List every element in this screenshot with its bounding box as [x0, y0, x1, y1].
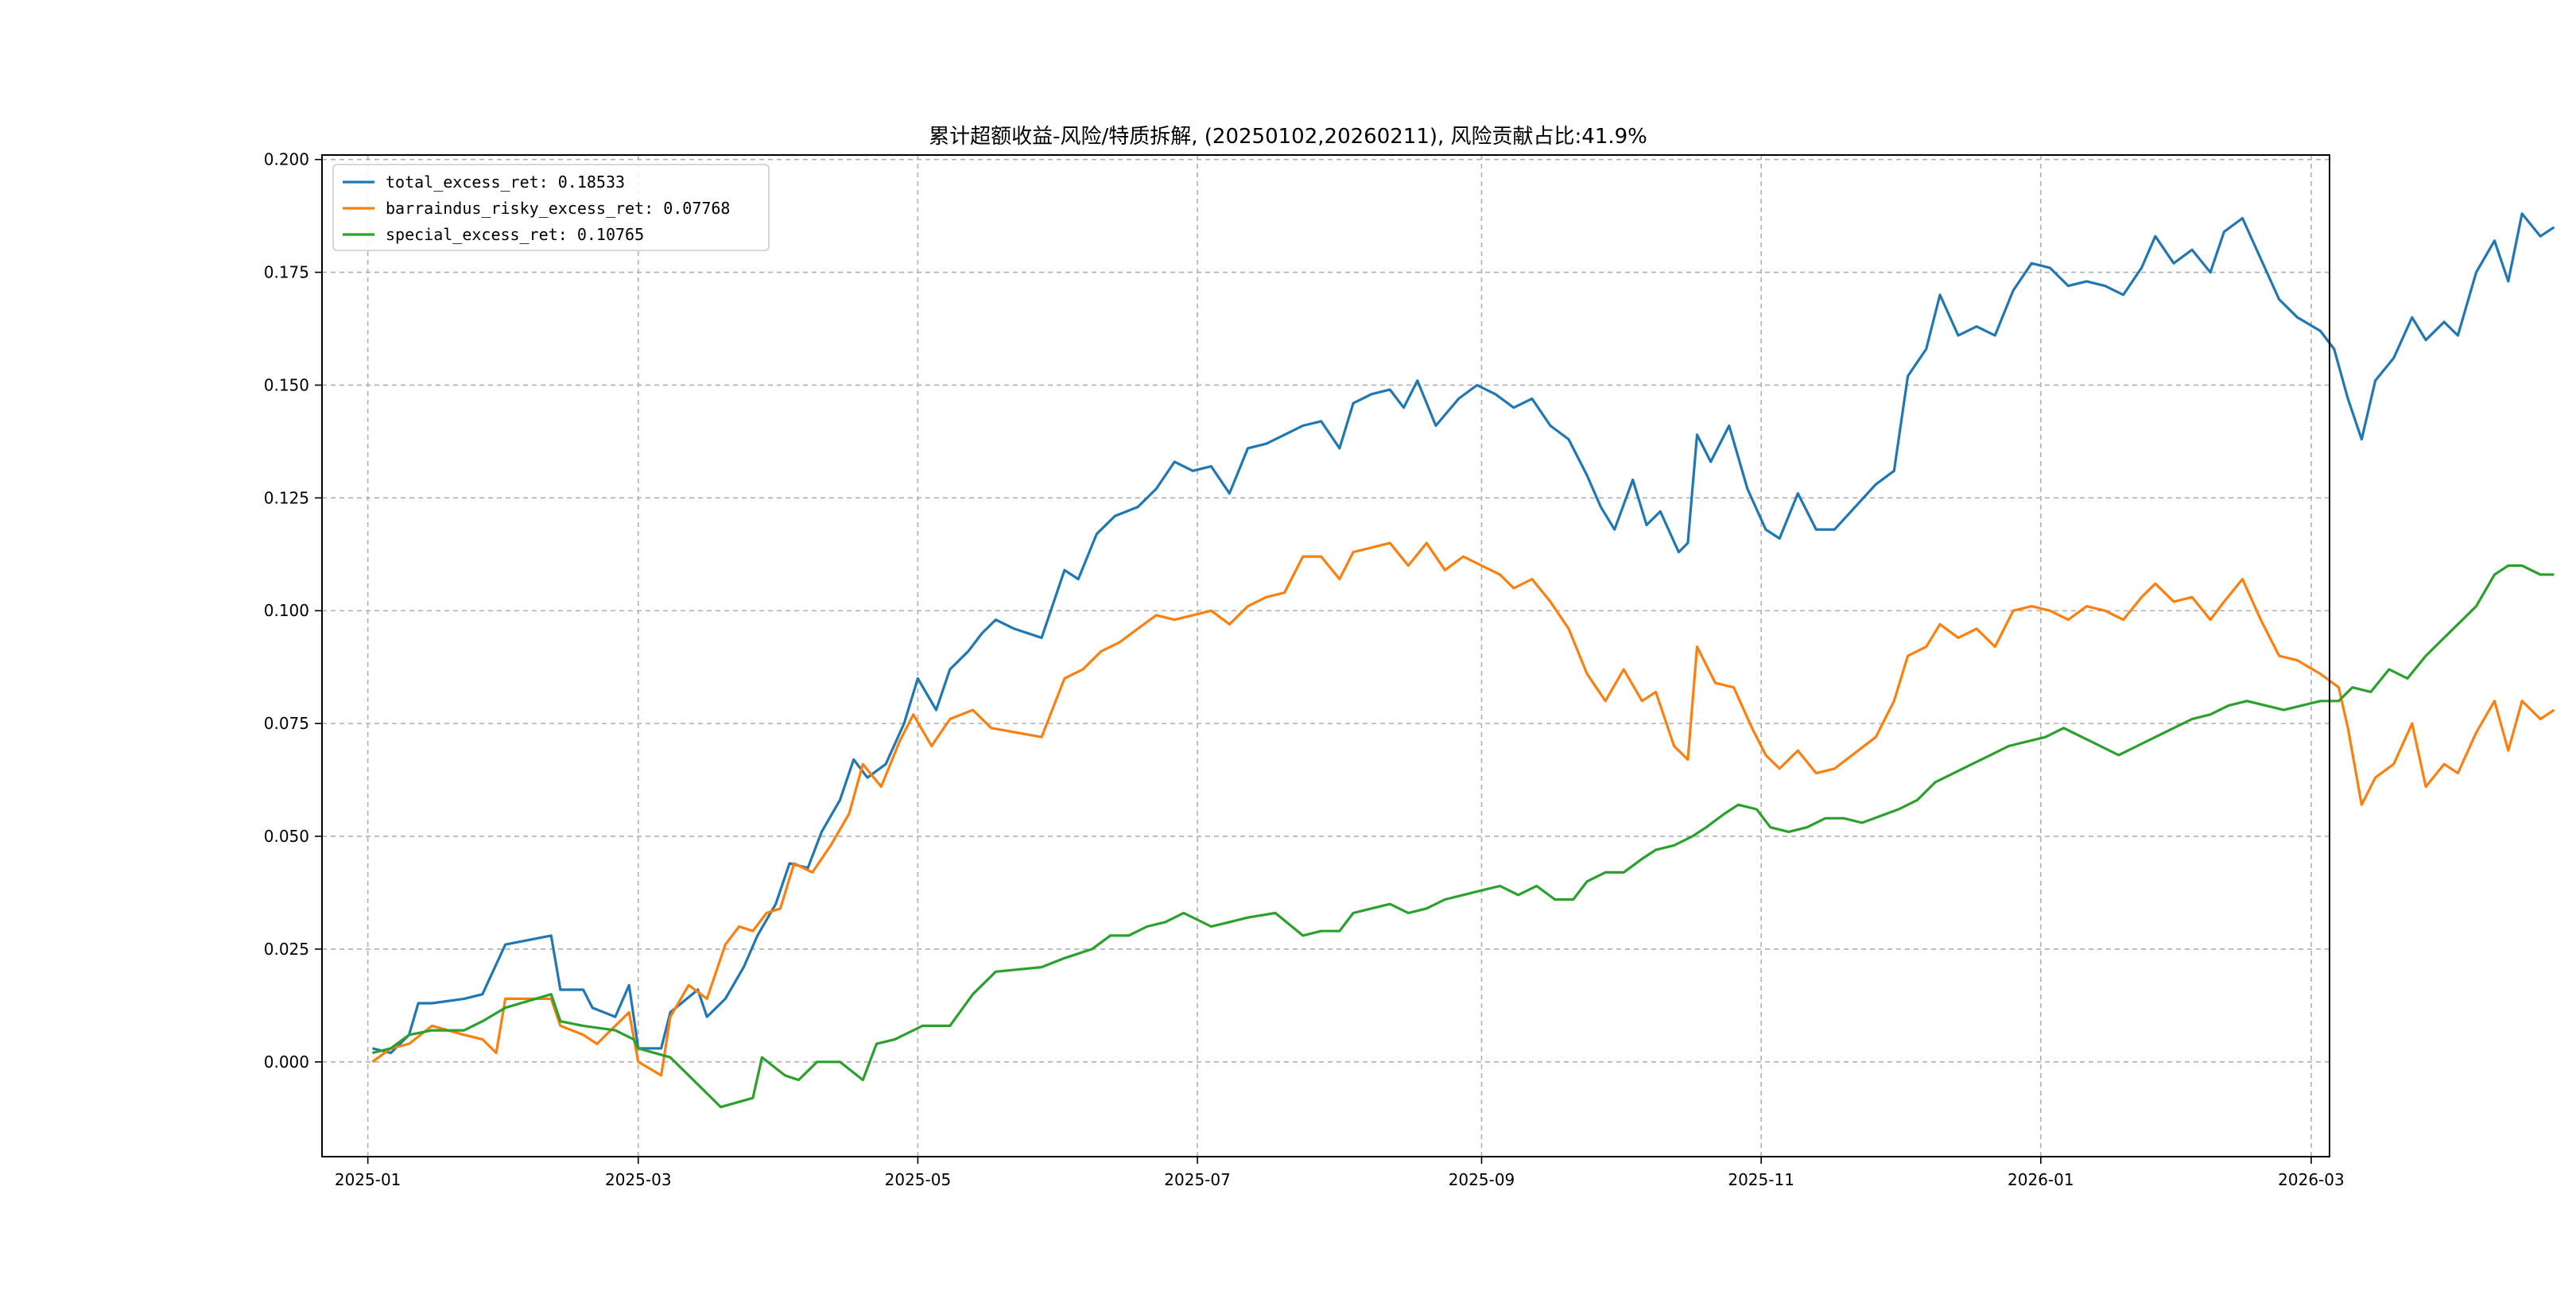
x-tick-label: 2025-03 [605, 1170, 672, 1189]
series-lines [371, 212, 2555, 1109]
y-tick-label: 0.100 [264, 601, 309, 620]
legend-box [332, 164, 770, 251]
y-tick-label: 0.175 [264, 263, 309, 282]
legend: total_excess_ret: 0.18533 barraindus_risk… [332, 164, 770, 251]
x-axis: 2025-01 2025-03 2025-05 2025-07 2025-09 2025-… [335, 1157, 2345, 1189]
series-line-1 [371, 541, 2555, 1077]
y-tick-label: 0.200 [264, 150, 309, 169]
x-tick-label: 2026-01 [2008, 1170, 2074, 1189]
x-tick-label: 2025-09 [1449, 1170, 1515, 1189]
legend-label: barraindus_risky_excess_ret: 0.07768 [386, 199, 730, 218]
series-line-2 [372, 564, 2555, 1109]
plot-frame [321, 154, 2330, 1157]
grid [322, 155, 2330, 1157]
y-axis: 0.000 0.025 0.050 0.075 0.100 0.125 0.150 0.175… [264, 150, 322, 1072]
x-tick-label: 2025-05 [885, 1170, 952, 1189]
y-tick-label: 0.150 [264, 375, 309, 394]
x-tick-label: 2025-11 [1728, 1170, 1794, 1189]
legend-label: special_excess_ret: 0.10765 [386, 225, 644, 244]
y-tick-label: 0.075 [264, 714, 309, 733]
legend-label: total_excess_ret: 0.18533 [386, 173, 625, 192]
series-line-0 [372, 212, 2555, 1055]
x-tick-label: 2025-07 [1164, 1170, 1231, 1189]
chart-title: 累计超额收益-风险/特质拆解, (20250102,20260211), 风险贡… [929, 125, 1647, 149]
y-tick-label: 0.050 [264, 827, 309, 846]
x-tick-label: 2025-01 [335, 1170, 402, 1189]
y-tick-label: 0.025 [264, 940, 309, 959]
y-tick-label: 0.000 [264, 1053, 309, 1072]
x-tick-label: 2026-03 [2278, 1170, 2345, 1189]
y-tick-label: 0.125 [264, 488, 309, 507]
